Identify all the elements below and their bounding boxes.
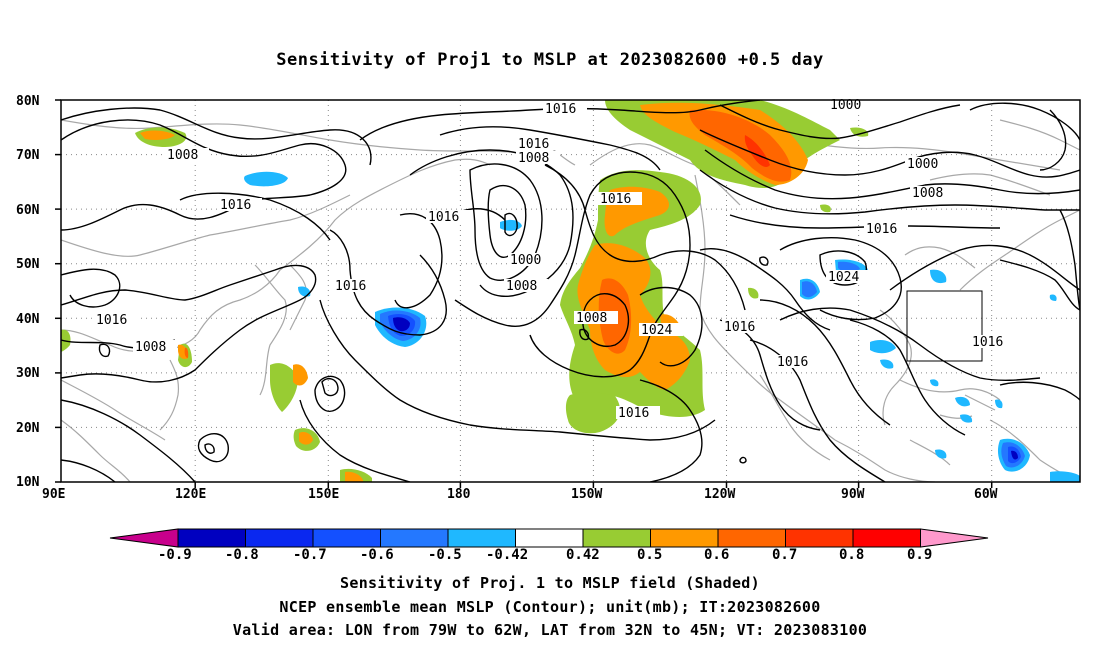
contour-label: 1016 (866, 222, 897, 237)
lon-label: 150E (308, 487, 339, 502)
lon-label: 120W (704, 487, 735, 502)
lat-label: 50N (16, 257, 40, 272)
contour-label: 1016 (220, 198, 251, 213)
lon-label: 90W (841, 487, 865, 502)
contour-label: 1016 (545, 102, 576, 117)
contour-label: 1016 (972, 335, 1003, 350)
lat-label: 30N (16, 366, 40, 381)
colorbar-label: 0.9 (907, 547, 932, 563)
lon-label: 60W (974, 487, 998, 502)
map-panel: 1016 1000 1016 1008 1008 1016 1016 1000 … (60, 98, 1081, 483)
lon-tick-labels: 90E 120E 150E 180 150W 120W 90W 60W (42, 487, 998, 502)
lon-label: 120E (175, 487, 206, 502)
contour-label: 1016 (518, 137, 549, 152)
contour-label: 1008 (167, 148, 198, 163)
lon-label: 180 (447, 487, 471, 502)
caption-contour: NCEP ensemble mean MSLP (Contour); unit(… (279, 598, 821, 616)
colorbar-label: 0.42 (566, 547, 600, 563)
caption-shaded: Sensitivity of Proj. 1 to MSLP field (Sh… (340, 574, 760, 592)
contour-label: 1016 (428, 210, 459, 225)
contour-label: 1016 (96, 313, 127, 328)
colorbar-label: -0.8 (225, 547, 259, 563)
lat-label: 80N (16, 94, 40, 109)
sensitivity-shading (61, 100, 1080, 482)
contour-label: 1024 (828, 270, 859, 285)
axis-ticks (55, 99, 993, 488)
contour-label-group: 1016 1000 1016 1008 1008 1016 1016 1000 … (94, 98, 1014, 421)
colorbar-label: 0.6 (704, 547, 729, 563)
contour-label: 1016 (618, 406, 649, 421)
colorbar-label: -0.6 (360, 547, 394, 563)
lat-label: 10N (16, 475, 40, 490)
colorbar-label: -0.9 (158, 547, 192, 563)
contour-label: 1024 (641, 323, 672, 338)
contour-label: 1008 (506, 279, 537, 294)
colorbar-label: -0.7 (293, 547, 327, 563)
contour-label: 1016 (777, 355, 808, 370)
contour-label: 1016 (724, 320, 755, 335)
colorbar-label: -0.5 (428, 547, 462, 563)
contour-label: 1000 (830, 98, 861, 113)
lat-label: 60N (16, 203, 40, 218)
lat-label: 20N (16, 421, 40, 436)
lon-label: 150W (571, 487, 602, 502)
contour-label: 1008 (576, 311, 607, 326)
contour-label: 1000 (510, 253, 541, 268)
contour-label: 1008 (135, 340, 166, 355)
colorbar-label: 0.5 (637, 547, 662, 563)
contour-label: 1008 (912, 186, 943, 201)
lat-label: 70N (16, 148, 40, 163)
lon-label: 90E (42, 487, 65, 502)
contour-label: 1016 (600, 192, 631, 207)
colorbar-label: -0.42 (486, 547, 528, 563)
colorbar (109, 528, 989, 548)
caption-valid-area: Valid area: LON from 79W to 62W, LAT fro… (232, 621, 868, 639)
colorbar-labels: -0.9 -0.8 -0.7 -0.6 -0.5 -0.42 0.42 0.5 … (158, 547, 932, 563)
lat-tick-labels: 80N 70N 60N 50N 40N 30N 20N 10N (16, 94, 40, 490)
contour-label: 1008 (518, 151, 549, 166)
contour-label: 1016 (335, 279, 366, 294)
lat-label: 40N (16, 312, 40, 327)
chart-title: Sensitivity of Proj1 to MSLP at 20230826… (276, 50, 824, 70)
contour-label: 1000 (907, 157, 938, 172)
colorbar-label: 0.7 (772, 547, 797, 563)
mslp-contours (61, 100, 1080, 482)
valid-area-box (906, 290, 983, 362)
colorbar-label: 0.8 (839, 547, 864, 563)
